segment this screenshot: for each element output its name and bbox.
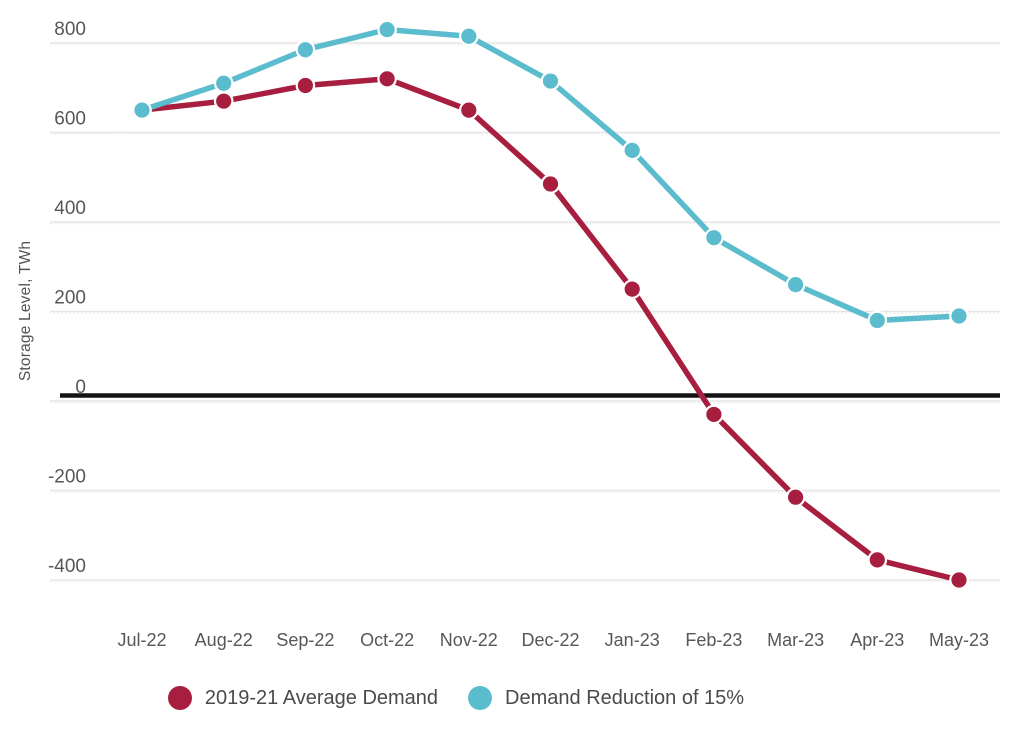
y-tick-label: -200 [48,467,86,488]
legend-item-average-demand: 2019-21 Average Demand [167,686,439,710]
data-point-2019-21-average-demand [949,570,969,590]
data-point-2019-21-average-demand [867,550,888,570]
data-point-demand-reduction-of-15 [949,306,969,326]
y-axis-title: Storage Level, TWh [17,241,34,381]
x-tick-label: Jan-23 [605,630,660,650]
data-point-2019-21-average-demand [377,69,397,89]
data-point-demand-reduction-of-15 [867,310,888,331]
y-tick-label: 0 [75,377,86,398]
legend-marker-average-demand [167,686,192,710]
y-tick-label: 400 [54,198,86,219]
x-tick-label: Nov-22 [440,630,498,650]
data-point-demand-reduction-of-15 [458,26,479,47]
x-tick-label: Aug-22 [195,630,253,650]
x-tick-label: May-23 [929,630,989,650]
legend: 2019-21 Average Demand Demand Reduction … [0,686,968,710]
y-tick-label: 200 [54,288,86,309]
data-point-2019-21-average-demand [785,487,806,508]
data-point-2019-21-average-demand [540,174,561,194]
data-point-2019-21-average-demand [213,91,234,111]
data-point-demand-reduction-of-15 [377,19,397,40]
x-tick-label: Sep-22 [276,630,334,650]
x-tick-label: Apr-23 [850,630,904,650]
y-tick-label: 600 [54,109,86,130]
data-point-2019-21-average-demand [704,404,724,425]
data-point-demand-reduction-of-15 [132,100,152,120]
legend-label-average-demand: 2019-21 Average Demand [204,686,439,709]
data-point-demand-reduction-of-15 [213,73,234,94]
x-tick-label: Feb-23 [685,630,742,650]
data-point-2019-21-average-demand [295,75,316,96]
x-tick-label: Jul-22 [117,630,166,650]
data-point-demand-reduction-of-15 [622,140,642,161]
data-point-demand-reduction-of-15 [540,71,561,91]
x-tick-label: Mar-23 [767,630,824,650]
x-tick-label: Dec-22 [521,630,579,650]
series-line-2019-21-average-demand [139,76,962,583]
x-tick-label: Oct-22 [360,630,414,650]
chart-plot-area: 800 600 400 200 0 -200 -400 Jul-22 Aug-22 Sep-22 O… [17,19,1000,650]
legend-item-demand-reduction: Demand Reduction of 15% [468,686,744,710]
data-point-demand-reduction-of-15 [704,227,724,248]
data-point-2019-21-average-demand [622,279,642,299]
data-point-demand-reduction-of-15 [295,39,316,60]
y-tick-label: -400 [48,556,86,577]
y-tick-label: 800 [54,19,86,40]
legend-marker-demand-reduction [468,686,493,710]
data-point-demand-reduction-of-15 [785,274,806,295]
legend-label-demand-reduction: Demand Reduction of 15% [505,686,745,709]
data-point-2019-21-average-demand [458,100,479,120]
